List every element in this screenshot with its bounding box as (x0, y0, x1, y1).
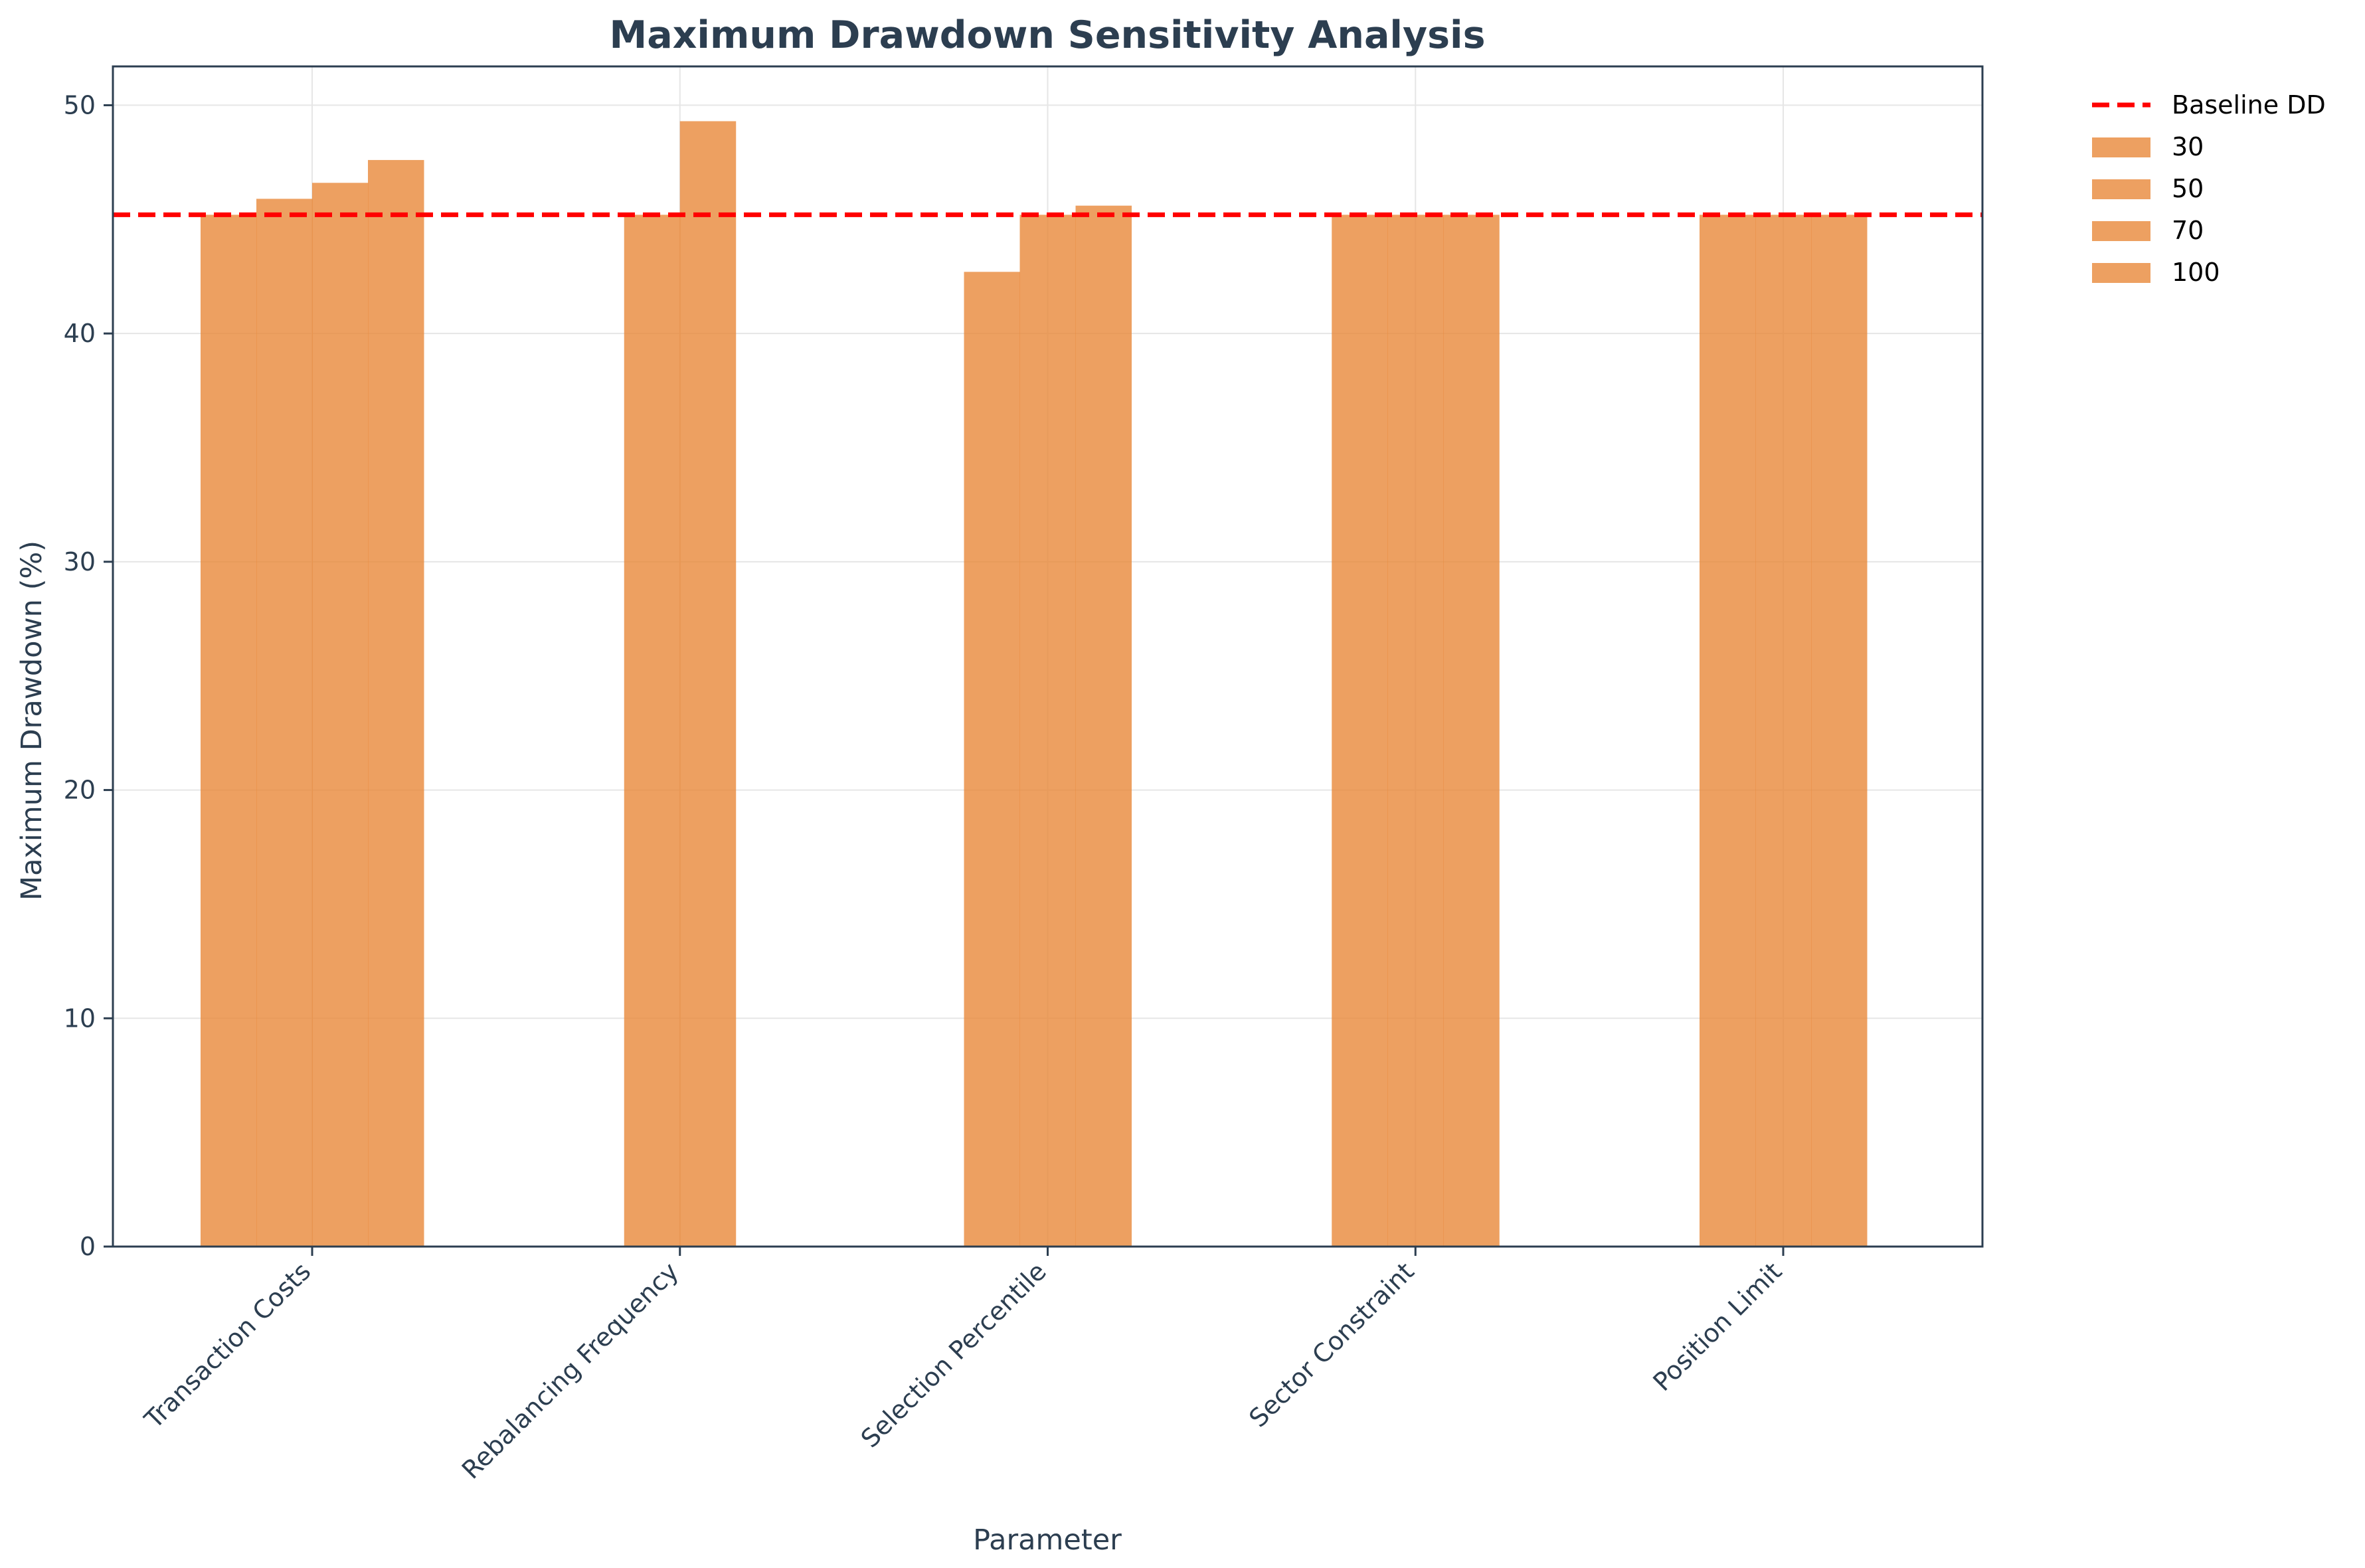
bar (1443, 215, 1500, 1247)
bar (256, 199, 313, 1247)
bar (1387, 215, 1444, 1247)
legend-label: 50 (2172, 174, 2204, 203)
bar (1755, 215, 1812, 1247)
bar (1075, 205, 1132, 1247)
legend-bar-swatch (2092, 137, 2150, 157)
y-tick-label: 0 (80, 1232, 96, 1261)
bar (679, 121, 737, 1247)
legend: Baseline DD 30 50 70 100 (2092, 90, 2326, 287)
bar (312, 183, 369, 1247)
bar (1019, 215, 1076, 1247)
legend-label: 100 (2172, 258, 2220, 287)
legend-bar-swatch (2092, 263, 2150, 283)
y-tick-label: 30 (64, 547, 96, 576)
bar (1811, 215, 1868, 1247)
x-axis-label: Parameter (973, 1524, 1122, 1557)
y-tick-label: 40 (64, 319, 96, 348)
bar (964, 272, 1020, 1247)
chart-title: Maximum Drawdown Sensitivity Analysis (609, 13, 1485, 57)
legend-label: 70 (2172, 216, 2204, 245)
y-tick-label: 10 (64, 1003, 96, 1033)
legend-label: 30 (2172, 132, 2204, 161)
legend-bar-swatch (2092, 221, 2150, 241)
y-tick-label: 20 (64, 776, 96, 805)
y-axis-label: Maximum Drawdown (%) (15, 541, 48, 901)
y-tick-label: 50 (64, 90, 96, 120)
y-axis-ticks: 0 10 20 30 40 50 (64, 90, 113, 1261)
bar (1332, 215, 1388, 1247)
bar (368, 159, 424, 1247)
bar (201, 215, 257, 1247)
legend-bar-swatch (2092, 179, 2150, 199)
bar (1700, 215, 1756, 1247)
legend-label: Baseline DD (2172, 90, 2326, 120)
bars-group (201, 121, 1868, 1247)
bar (624, 215, 681, 1247)
